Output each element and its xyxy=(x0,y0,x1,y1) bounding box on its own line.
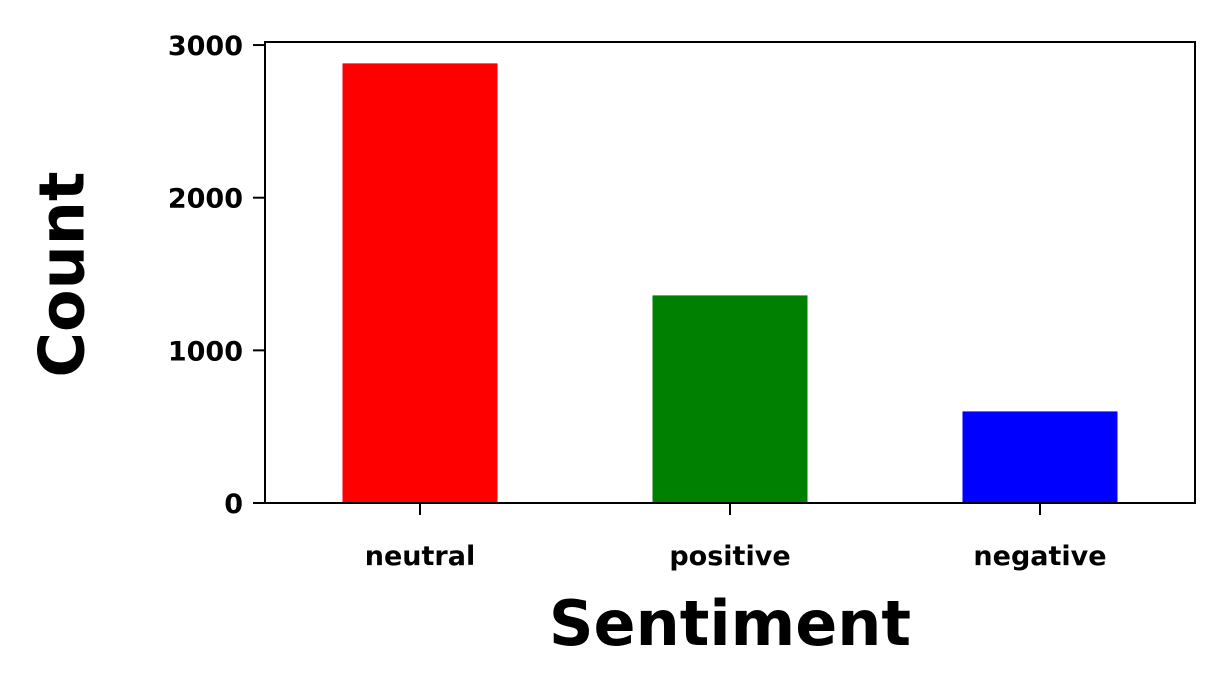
y-tick-label: 2000 xyxy=(168,184,243,215)
y-tick-label: 3000 xyxy=(168,31,243,62)
y-axis-title: Count xyxy=(26,171,99,377)
plot-frame xyxy=(264,41,1196,504)
x-tick-label: positive xyxy=(669,541,790,572)
x-axis: neutral positive negative xyxy=(365,503,1107,572)
bar-positive xyxy=(652,295,808,503)
x-axis-title: Sentiment xyxy=(549,587,911,660)
bar-neutral xyxy=(342,63,498,504)
bar-negative xyxy=(962,411,1118,503)
y-tick-label: 1000 xyxy=(168,336,243,367)
x-tick-label: neutral xyxy=(365,541,475,572)
y-axis: 0 1000 2000 3000 xyxy=(168,31,265,520)
x-tick-label: negative xyxy=(973,541,1106,572)
bars-group xyxy=(342,63,1118,504)
y-tick-label: 0 xyxy=(224,489,243,520)
